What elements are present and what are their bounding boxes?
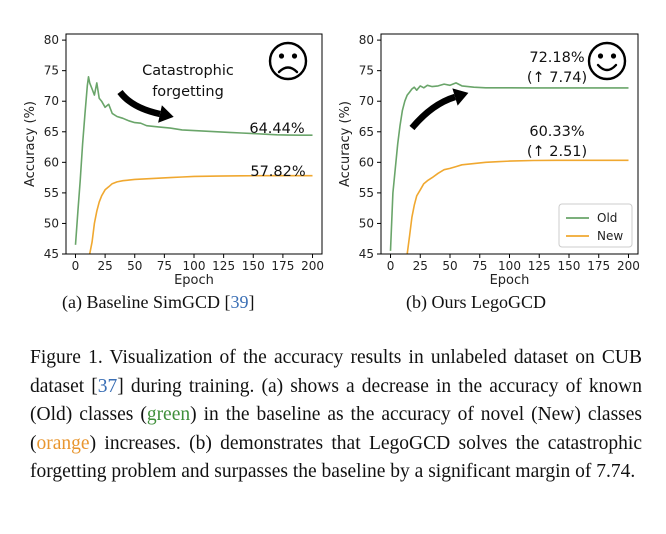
x-axis-label: Epoch xyxy=(174,273,214,288)
series-line-old xyxy=(74,76,313,245)
x-tick-label: 150 xyxy=(242,259,265,273)
y-axis-label: Accuracy (%) xyxy=(23,101,38,187)
y-tick-label: 65 xyxy=(359,125,374,139)
face-outline xyxy=(268,41,308,81)
y-tick-label: 55 xyxy=(44,186,59,200)
caption-green-word: green xyxy=(146,404,191,425)
series-line-new xyxy=(88,174,313,254)
y-tick-label: 60 xyxy=(44,155,59,169)
plot-ours-legogcd: 0 25 50 75 100 125 150 175 200 45 50 55 60 65 70 75 80 Ep… xyxy=(338,33,640,288)
face-mouth xyxy=(596,63,618,72)
x-tick-label: 200 xyxy=(617,259,640,273)
improvement-arrow-head xyxy=(452,88,469,106)
y-tick-label: 50 xyxy=(44,216,59,230)
face-mouth xyxy=(277,66,299,74)
x-tick-label: 175 xyxy=(271,259,294,273)
face-eye-right xyxy=(291,53,298,59)
x-tick-label: 200 xyxy=(301,259,324,273)
y-tick-label: 80 xyxy=(359,33,374,47)
y-tick-label: 55 xyxy=(359,186,374,200)
x-tick-label: 100 xyxy=(498,259,521,273)
face-outline xyxy=(587,41,627,81)
caption-part4: ) increases. (b) demonstrates that LegoG… xyxy=(30,432,642,483)
y-axis-label: Accuracy (%) xyxy=(338,101,353,187)
x-tick-label: 50 xyxy=(127,259,142,273)
y-tick-label: 45 xyxy=(44,247,59,261)
annotation-old-gain: (↑ 7.74) xyxy=(527,70,587,86)
caption-part3: ) in the baseline as the accuracy of nov… xyxy=(30,404,642,454)
annotation-old-final: 64.44% xyxy=(249,121,304,137)
y-tick-label: 65 xyxy=(44,125,59,139)
face-eye-left xyxy=(278,53,285,59)
x-tick-label: 50 xyxy=(442,259,457,273)
x-tick-label: 75 xyxy=(157,259,172,273)
face-eye-left xyxy=(597,53,604,59)
subcaption-a-text: (a) Baseline SimGCD [ xyxy=(62,292,231,312)
x-tick-label: 150 xyxy=(558,259,581,273)
caption-part1: Figure 1. Visualization of the accuracy … xyxy=(30,347,642,397)
y-tick-label: 45 xyxy=(359,247,374,261)
face-eye-right xyxy=(610,53,617,59)
caption-ref[interactable]: 37 xyxy=(97,375,118,397)
y-tick-label: 60 xyxy=(359,155,374,169)
subcaption-a: (a) Baseline SimGCD [39] xyxy=(62,292,254,313)
annotation-new-final: 60.33% xyxy=(529,124,584,140)
y-tick-label: 70 xyxy=(44,94,59,108)
x-axis-label: Epoch xyxy=(490,273,530,288)
x-tick-label: 0 xyxy=(387,259,395,273)
annotation-old-final: 72.18% xyxy=(529,50,584,66)
y-tick-label: 75 xyxy=(44,64,59,78)
x-tick-label: 0 xyxy=(72,259,80,273)
y-tick-label: 50 xyxy=(359,216,374,230)
figure-caption: Figure 1. Visualization of the accuracy … xyxy=(30,344,642,487)
y-tick-label: 75 xyxy=(359,64,374,78)
x-tick-label: 75 xyxy=(472,259,487,273)
legend-label-new: New xyxy=(597,229,623,243)
caption-part2: ] during training. (a) shows a decrease … xyxy=(30,375,642,426)
x-tick-label: 175 xyxy=(587,259,610,273)
sad-face-icon xyxy=(268,41,308,81)
legend-label-old: Old xyxy=(597,211,617,225)
improvement-arrow-body xyxy=(409,93,457,131)
forgetting-arrow-body xyxy=(117,89,161,118)
annotation-forgetting: forgetting xyxy=(152,84,224,100)
legend: Old New xyxy=(558,203,633,248)
x-tick-label: 100 xyxy=(183,259,206,273)
annotation-new-gain: (↑ 2.51) xyxy=(527,144,587,160)
y-tick-label: 80 xyxy=(44,33,59,47)
y-tick-label: 70 xyxy=(359,94,374,108)
series-line-new xyxy=(406,159,629,254)
annotation-new-final: 57.82% xyxy=(250,164,305,180)
forgetting-arrow-head xyxy=(158,105,174,123)
subcaption-a-ref[interactable]: 39 xyxy=(230,292,249,312)
happy-face-icon xyxy=(587,41,627,81)
caption-orange-word: orange xyxy=(36,432,90,454)
plot-baseline-simgcd: 0 25 50 75 100 125 150 175 200 45 50 55 60 65 70 75 80 Ep… xyxy=(23,33,324,288)
annotation-catastrophic: Catastrophic xyxy=(142,63,234,79)
series-line-old xyxy=(389,82,629,251)
x-tick-label: 25 xyxy=(413,259,428,273)
x-tick-label: 125 xyxy=(212,259,235,273)
x-tick-label: 25 xyxy=(97,259,112,273)
subcaption-a-close: ] xyxy=(248,292,255,312)
subcaption-b: (b) Ours LegoGCD xyxy=(406,292,546,312)
x-tick-label: 125 xyxy=(528,259,551,273)
